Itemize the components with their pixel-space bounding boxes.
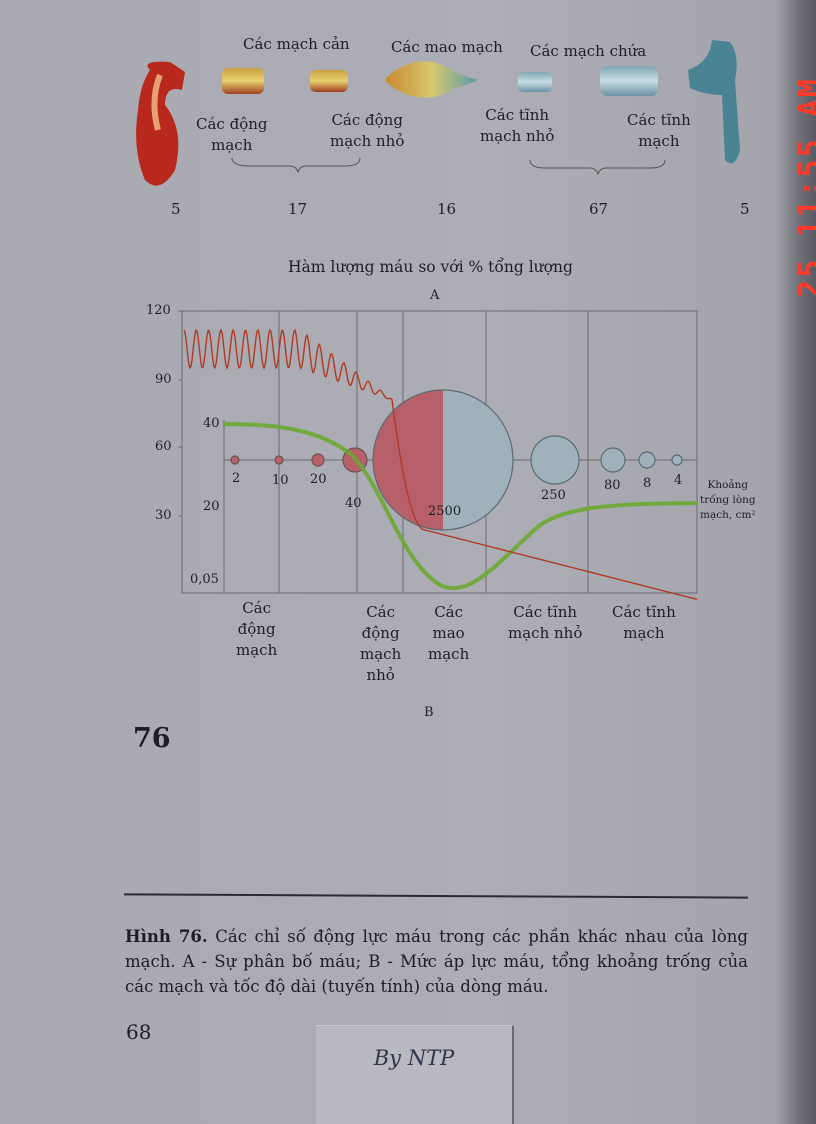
brace	[231, 157, 361, 174]
pressure-axis-ticks	[178, 310, 182, 517]
label-b: B	[424, 705, 434, 720]
brace	[529, 159, 666, 176]
vessel-label-veins: Các tĩnh mạch	[627, 111, 691, 150]
percentage: 5	[171, 200, 181, 218]
pressure-tick: 120	[146, 303, 171, 318]
vena-cava-icon	[688, 40, 740, 164]
velocity-tick: 40	[203, 416, 220, 431]
caption-text: Các chỉ số động lực máu trong các phần k…	[125, 927, 748, 996]
note-label: By NTP	[373, 1046, 455, 1070]
group-label-capillaries: Các mao mạch	[391, 38, 503, 56]
cross-section-value: 40	[345, 496, 362, 511]
circle-capillaries	[372, 389, 514, 531]
circle-large-arteries	[274, 455, 284, 465]
cross-section-value: 250	[541, 488, 566, 503]
label-a: A	[430, 288, 440, 303]
cross-section-value: 2	[232, 471, 241, 486]
category-arterioles: Các động mạch nhỏ	[360, 603, 402, 684]
circle-small-arteries	[311, 453, 325, 467]
circle-capillaries-arterial	[373, 390, 443, 530]
circle-small-veins	[600, 447, 626, 473]
hemodynamics-chart	[178, 310, 698, 601]
figure-caption: Hình 76. Các chỉ số động lực máu trong c…	[125, 924, 748, 999]
category-arteries: Các động mạch	[236, 599, 278, 659]
pressure-curve	[183, 328, 698, 601]
velocity-tick: 0,05	[190, 572, 219, 587]
venule-icon	[518, 72, 552, 92]
chart-title: Hàm lượng máu so với % tổng lượng	[288, 258, 573, 276]
category-veins: Các tĩnh mạch	[612, 603, 676, 642]
cross-section-label: Khoảng trống lòng mạch, cm²	[700, 479, 756, 521]
cross-section-value: 8	[643, 476, 652, 491]
circle-vena-cava	[671, 454, 683, 466]
category-venules: Các tĩnh mạch nhỏ	[508, 603, 583, 642]
cross-section-value: 4	[674, 473, 683, 488]
vessel-label-arterioles: Các động mạch nhỏ	[330, 111, 405, 150]
percentage: 5	[740, 200, 750, 218]
cross-section-value: 10	[272, 473, 289, 488]
figure-number: 76	[133, 723, 171, 754]
cross-section-value: 20	[310, 472, 327, 487]
cross-section-value: 80	[604, 478, 621, 493]
chart-frame	[181, 310, 698, 594]
arteriole-icon	[310, 70, 348, 92]
heart-icon	[136, 61, 185, 186]
pressure-tick: 90	[155, 372, 172, 387]
circle-venules	[530, 435, 580, 485]
page-number: 68	[126, 1020, 152, 1044]
vessel-label-venules: Các tĩnh mạch nhỏ	[480, 106, 555, 145]
divider	[123, 893, 749, 899]
percentage: 17	[288, 200, 308, 218]
percentage: 67	[589, 200, 609, 218]
pressure-tick: 60	[155, 439, 172, 454]
vessel-label-arteries: Các động mạch	[196, 115, 268, 154]
cross-section-value: 2500	[428, 504, 462, 519]
velocity-tick: 20	[203, 499, 220, 514]
caption-label: Hình 76.	[125, 927, 208, 946]
vessel-illustration	[136, 40, 740, 186]
group-label-capacitance: Các mạch chứa	[530, 42, 647, 60]
velocity-curve	[223, 422, 698, 591]
circle-capillaries-venous	[443, 390, 513, 530]
circle-arteries	[230, 455, 240, 465]
circle-veins	[638, 451, 656, 469]
pressure-tick: 30	[155, 508, 172, 523]
percentage: 16	[437, 200, 457, 218]
group-label-resistance: Các mạch cản	[243, 35, 350, 53]
vein-icon	[600, 66, 658, 96]
category-capillaries: Các mao mạch	[428, 603, 470, 663]
capillary-bed-icon	[386, 61, 478, 98]
artery-icon	[222, 68, 264, 94]
sticky-note: By NTP	[316, 1025, 514, 1124]
cross-section-circles	[230, 389, 683, 531]
